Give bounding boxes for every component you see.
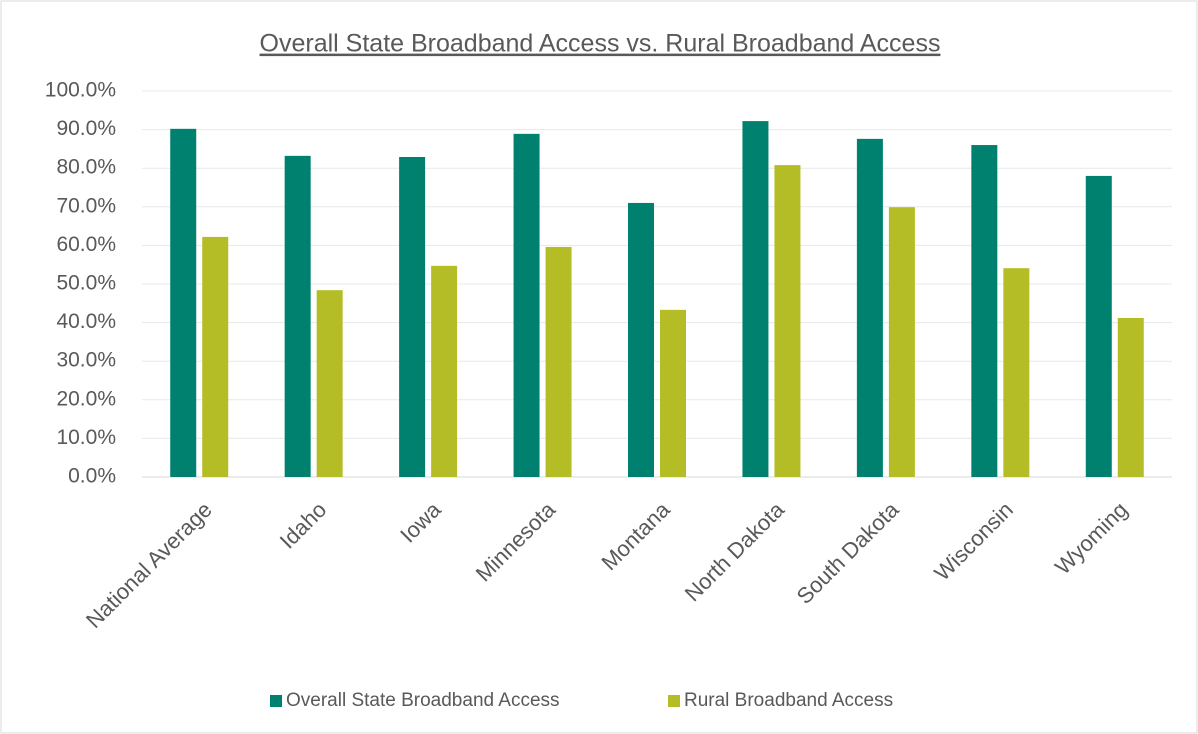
bar <box>316 290 343 477</box>
bar <box>774 165 801 477</box>
bar <box>513 133 540 477</box>
bar <box>1117 317 1144 477</box>
y-tick-label: 70.0% <box>56 194 116 217</box>
bar <box>660 309 686 477</box>
legend-swatch <box>270 695 282 707</box>
bar <box>431 265 458 477</box>
bar <box>284 155 311 477</box>
bar <box>628 202 654 477</box>
bar <box>170 128 197 477</box>
chart-title: Overall State Broadband Access vs. Rural… <box>260 30 941 58</box>
y-tick-label: 80.0% <box>56 156 116 179</box>
y-tick-label: 50.0% <box>56 272 116 295</box>
bar <box>399 157 426 478</box>
bar <box>742 121 769 477</box>
y-tick-label: 40.0% <box>56 310 116 333</box>
bar <box>1003 268 1030 477</box>
legend-label: Overall State Broadband Access <box>286 690 560 711</box>
y-tick-label: 0.0% <box>68 465 116 488</box>
legend-label: Rural Broadband Access <box>684 690 893 711</box>
y-tick-label: 10.0% <box>56 426 116 449</box>
bar <box>202 236 229 477</box>
y-tick-label: 20.0% <box>56 387 116 410</box>
bar <box>888 207 915 477</box>
bar <box>545 246 572 477</box>
legend-swatch <box>668 695 680 707</box>
y-tick-label: 30.0% <box>56 349 116 372</box>
y-tick-label: 60.0% <box>56 233 116 256</box>
bar <box>1085 175 1112 478</box>
bar <box>856 138 883 477</box>
y-tick-label: 90.0% <box>56 117 116 140</box>
bar <box>971 145 998 478</box>
y-tick-label: 100.0% <box>45 79 116 102</box>
